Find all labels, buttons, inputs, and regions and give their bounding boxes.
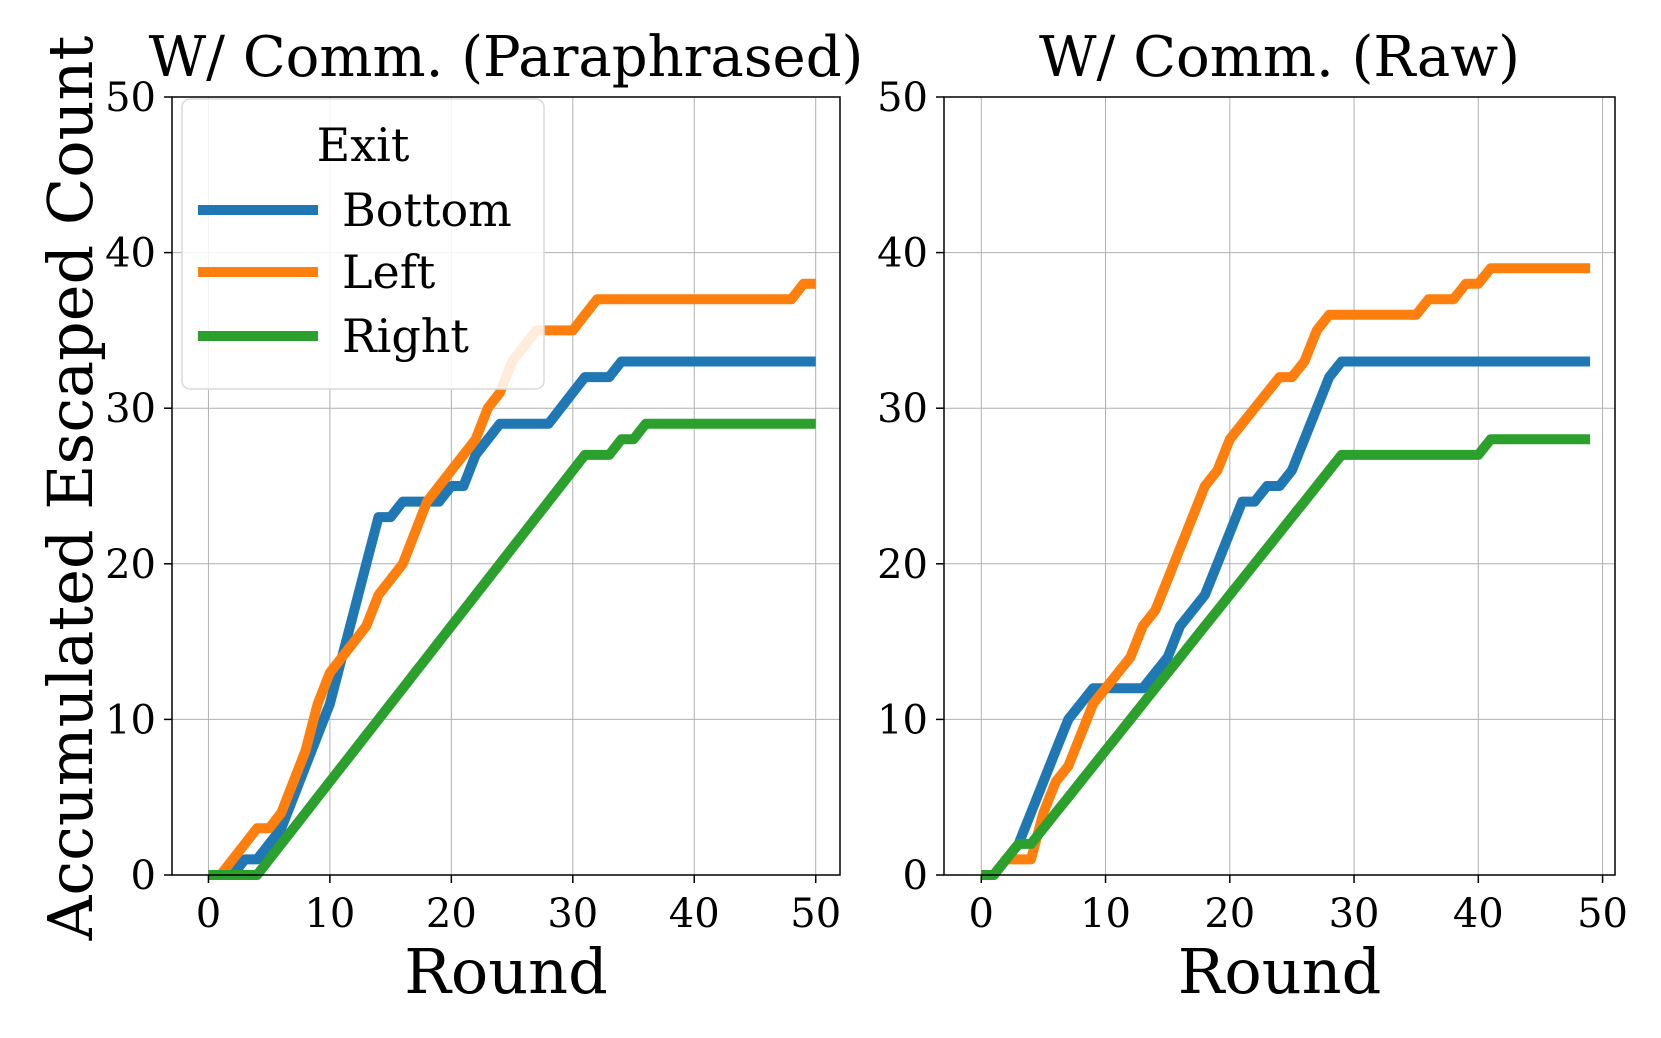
x-tick-label: 20 — [1204, 891, 1255, 937]
legend-title: Exit — [317, 118, 410, 172]
gridlines — [944, 96, 1615, 876]
series-line-bottom — [981, 356, 1591, 880]
legend-label-bottom: Bottom — [342, 183, 512, 237]
plot-frame — [171, 96, 841, 876]
legend-label-left: Left — [342, 245, 436, 299]
y-tick-label: 20 — [105, 542, 156, 588]
legend-label-right: Right — [342, 309, 469, 363]
chart-title: W/ Comm. (Paraphrased) — [149, 25, 864, 90]
y-axis-label: Accumulated Escaped Count — [34, 36, 107, 942]
x-tick-label: 40 — [669, 891, 720, 937]
y-tick-label: 50 — [105, 75, 156, 121]
y-tick-label: 40 — [877, 231, 928, 277]
legend-box — [181, 98, 545, 390]
x-tick-label: 20 — [426, 891, 477, 937]
x-tick-label: 0 — [969, 891, 994, 937]
y-tick-label: 20 — [877, 542, 928, 588]
y-tick-label: 0 — [903, 853, 928, 899]
series-line-left — [981, 263, 1591, 880]
x-axis-label: Round — [1178, 935, 1382, 1008]
series-line-bottom — [208, 356, 816, 880]
x-tick-label: 50 — [1577, 891, 1628, 937]
legend: Exit Bottom Left Right — [181, 98, 545, 390]
y-tick-label: 0 — [131, 853, 156, 899]
y-tick-label: 30 — [105, 386, 156, 432]
chart-panel-raw: 0 10 20 30 40 50 0 10 20 30 40 50 W/ Comm. (Raw) Ro… — [877, 25, 1628, 1008]
x-tick-label: 10 — [304, 891, 355, 937]
tick-labels: 0 10 20 30 40 50 0 10 20 30 40 50 — [877, 75, 1628, 937]
series-line-right — [981, 434, 1591, 880]
x-tick-label: 50 — [790, 891, 841, 937]
x-axis-label: Round — [404, 935, 608, 1008]
y-tick-label: 10 — [877, 697, 928, 743]
x-tick-label: 30 — [1329, 891, 1380, 937]
x-tick-label: 10 — [1080, 891, 1131, 937]
tick-labels: 0 10 20 30 40 50 0 10 20 30 40 50 — [105, 75, 841, 937]
y-tick-label: 50 — [877, 75, 928, 121]
series-line-right — [208, 418, 816, 880]
y-tick-label: 30 — [877, 386, 928, 432]
plot-frame — [943, 96, 1616, 876]
y-tick-label: 40 — [105, 231, 156, 277]
y-tick-label: 10 — [105, 697, 156, 743]
chart-title: W/ Comm. (Raw) — [1039, 25, 1520, 90]
x-tick-label: 40 — [1453, 891, 1504, 937]
series-lines — [981, 263, 1591, 880]
x-tick-label: 0 — [196, 891, 221, 937]
x-tick-label: 30 — [547, 891, 598, 937]
